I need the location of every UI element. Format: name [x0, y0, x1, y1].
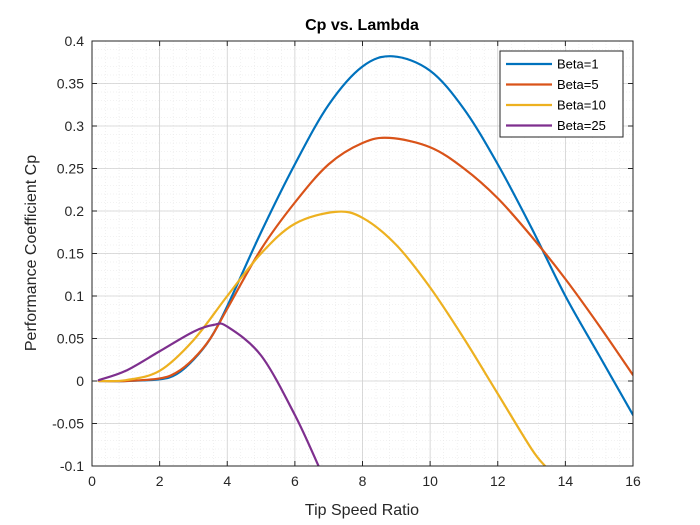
- y-tick-label: 0.3: [65, 118, 85, 134]
- y-tick-label: -0.05: [52, 416, 84, 432]
- y-tick-label: 0.35: [57, 76, 84, 92]
- y-tick-label: 0.1: [65, 288, 85, 304]
- series-line-4: [97, 322, 320, 466]
- tick-marks: [91, 40, 634, 467]
- x-axis-label: Tip Speed Ratio: [305, 502, 419, 519]
- x-tick-label: 16: [625, 473, 641, 489]
- y-tick-labels: -0.1 -0.05 0 0.05 0.1 0.15 0.2 0.25 0.3 0.35 0.4: [52, 33, 84, 474]
- y-tick-label: -0.1: [60, 458, 84, 474]
- x-tick-label: 0: [88, 473, 96, 489]
- y-tick-label: 0.2: [65, 203, 85, 219]
- y-tick-label: 0.15: [57, 246, 84, 262]
- x-tick-label: 4: [223, 473, 231, 489]
- x-tick-label: 12: [490, 473, 506, 489]
- legend-label-4: Beta=25: [557, 118, 606, 133]
- legend-label-2: Beta=5: [557, 77, 599, 92]
- major-grid: [91, 40, 634, 467]
- legend-label-1: Beta=1: [557, 57, 599, 72]
- series-line-1: [97, 55, 633, 417]
- y-tick-label: 0.25: [57, 161, 84, 177]
- legend: Beta=1 Beta=5 Beta=10 Beta=25: [499, 50, 624, 138]
- x-tick-label: 2: [156, 473, 164, 489]
- series-line-2: [97, 136, 633, 383]
- x-tick-label: 14: [558, 473, 574, 489]
- x-tick-label: 6: [291, 473, 299, 489]
- x-tick-label: 8: [359, 473, 367, 489]
- y-tick-label: 0: [76, 373, 84, 389]
- y-tick-label: 0.4: [65, 33, 85, 49]
- x-tick-labels: 0 2 4 6 8 10 12 14 16: [88, 473, 641, 489]
- y-tick-label: 0.05: [57, 331, 84, 347]
- y-axis-label: Performance Coefficient Cp: [23, 155, 40, 351]
- legend-box: [499, 50, 624, 138]
- series-line-3: [97, 210, 547, 466]
- legend-label-3: Beta=10: [557, 98, 606, 113]
- chart-title: Cp vs. Lambda: [305, 17, 419, 34]
- x-tick-label: 10: [422, 473, 438, 489]
- series-layer: [97, 55, 633, 466]
